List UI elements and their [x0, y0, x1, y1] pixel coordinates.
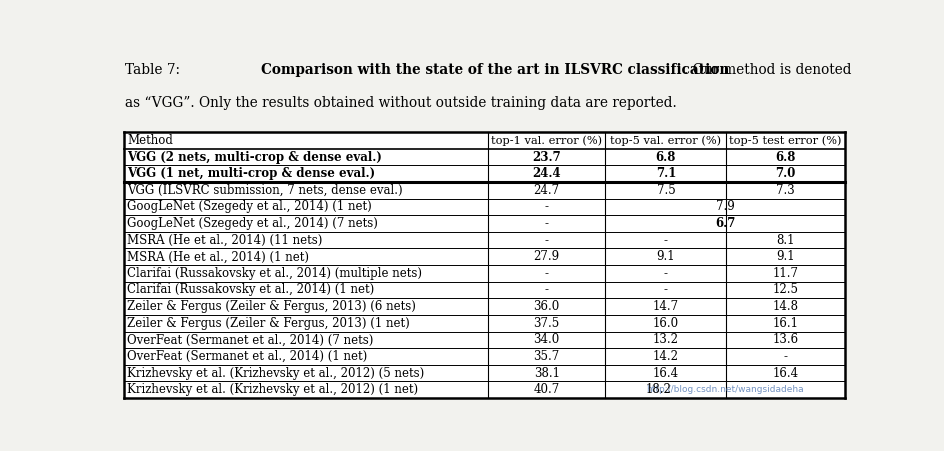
Text: . Our method is denoted: . Our method is denoted [683, 63, 851, 77]
Text: 7.3: 7.3 [775, 184, 794, 197]
Text: 23.7: 23.7 [531, 151, 561, 164]
Text: 16.4: 16.4 [652, 367, 678, 379]
Text: 7.1: 7.1 [655, 167, 675, 180]
Text: Method: Method [126, 134, 173, 147]
Text: Krizhevsky et al. (Krizhevsky et al., 2012) (5 nets): Krizhevsky et al. (Krizhevsky et al., 20… [126, 367, 424, 379]
Text: GoogLeNet (Szegedy et al., 2014) (7 nets): GoogLeNet (Szegedy et al., 2014) (7 nets… [126, 217, 378, 230]
Text: Krizhevsky et al. (Krizhevsky et al., 2012) (1 net): Krizhevsky et al. (Krizhevsky et al., 20… [126, 383, 417, 396]
Bar [124, 132, 844, 398]
Text: 9.1: 9.1 [656, 250, 675, 263]
Text: Clarifai (Russakovsky et al., 2014) (multiple nets): Clarifai (Russakovsky et al., 2014) (mul… [126, 267, 421, 280]
Text: 7.5: 7.5 [656, 184, 675, 197]
Text: VGG (1 net, multi-crop & dense eval.): VGG (1 net, multi-crop & dense eval.) [126, 167, 375, 180]
Text: 16.4: 16.4 [771, 367, 798, 379]
Text: 34.0: 34.0 [533, 333, 559, 346]
Text: 12.5: 12.5 [772, 284, 798, 296]
Text: 24.7: 24.7 [533, 184, 559, 197]
Text: 6.7: 6.7 [714, 217, 734, 230]
Text: Zeiler & Fergus (Zeiler & Fergus, 2013) (1 net): Zeiler & Fergus (Zeiler & Fergus, 2013) … [126, 317, 410, 330]
Text: 9.1: 9.1 [775, 250, 794, 263]
Text: -: - [544, 284, 548, 296]
Text: OverFeat (Sermanet et al., 2014) (1 net): OverFeat (Sermanet et al., 2014) (1 net) [126, 350, 367, 363]
Text: 35.7: 35.7 [533, 350, 559, 363]
Text: -: - [544, 267, 548, 280]
Text: Clarifai (Russakovsky et al., 2014) (1 net): Clarifai (Russakovsky et al., 2014) (1 n… [126, 284, 374, 296]
Text: 36.0: 36.0 [533, 300, 559, 313]
Text: 14.7: 14.7 [652, 300, 678, 313]
Text: -: - [544, 201, 548, 213]
Text: 24.4: 24.4 [531, 167, 561, 180]
Text: -: - [664, 284, 667, 296]
Text: 14.8: 14.8 [772, 300, 798, 313]
Text: MSRA (He et al., 2014) (11 nets): MSRA (He et al., 2014) (11 nets) [126, 234, 322, 247]
Text: 13.2: 13.2 [652, 333, 678, 346]
Text: -: - [664, 234, 667, 247]
Text: 37.5: 37.5 [533, 317, 559, 330]
Text: top-5 test error (%): top-5 test error (%) [729, 135, 841, 146]
Text: -: - [544, 217, 548, 230]
Text: 7.9: 7.9 [715, 201, 733, 213]
Text: 6.8: 6.8 [774, 151, 795, 164]
Text: -: - [783, 350, 786, 363]
Text: 18.2: 18.2 [645, 383, 671, 396]
Text: 11.7: 11.7 [772, 267, 798, 280]
Text: 16.0: 16.0 [652, 317, 678, 330]
Text: VGG (ILSVRC submission, 7 nets, dense eval.): VGG (ILSVRC submission, 7 nets, dense ev… [126, 184, 402, 197]
Text: 7.0: 7.0 [774, 167, 795, 180]
Text: 38.1: 38.1 [533, 367, 559, 379]
Text: 27.9: 27.9 [533, 250, 559, 263]
Text: VGG (2 nets, multi-crop & dense eval.): VGG (2 nets, multi-crop & dense eval.) [126, 151, 381, 164]
Text: 14.2: 14.2 [652, 350, 678, 363]
Text: GoogLeNet (Szegedy et al., 2014) (1 net): GoogLeNet (Szegedy et al., 2014) (1 net) [126, 201, 371, 213]
Text: 13.6: 13.6 [771, 333, 798, 346]
Text: top-5 val. error (%): top-5 val. error (%) [610, 135, 720, 146]
Text: 8.1: 8.1 [775, 234, 794, 247]
Text: OverFeat (Sermanet et al., 2014) (7 nets): OverFeat (Sermanet et al., 2014) (7 nets… [126, 333, 373, 346]
Text: 40.7: 40.7 [533, 383, 559, 396]
Text: MSRA (He et al., 2014) (1 net): MSRA (He et al., 2014) (1 net) [126, 250, 309, 263]
Text: Zeiler & Fergus (Zeiler & Fergus, 2013) (6 nets): Zeiler & Fergus (Zeiler & Fergus, 2013) … [126, 300, 415, 313]
Text: 16.1: 16.1 [772, 317, 798, 330]
Text: 6.8: 6.8 [655, 151, 675, 164]
Text: http://blog.csdn.net/wangsidadeha: http://blog.csdn.net/wangsidadeha [646, 385, 803, 394]
Text: -: - [664, 267, 667, 280]
Text: -: - [544, 234, 548, 247]
Text: Comparison with the state of the art in ILSVRC classification: Comparison with the state of the art in … [261, 63, 729, 77]
Text: Table 7:: Table 7: [126, 63, 185, 77]
Text: as “VGG”. Only the results obtained without outside training data are reported.: as “VGG”. Only the results obtained with… [126, 96, 677, 110]
Text: top-1 val. error (%): top-1 val. error (%) [491, 135, 601, 146]
